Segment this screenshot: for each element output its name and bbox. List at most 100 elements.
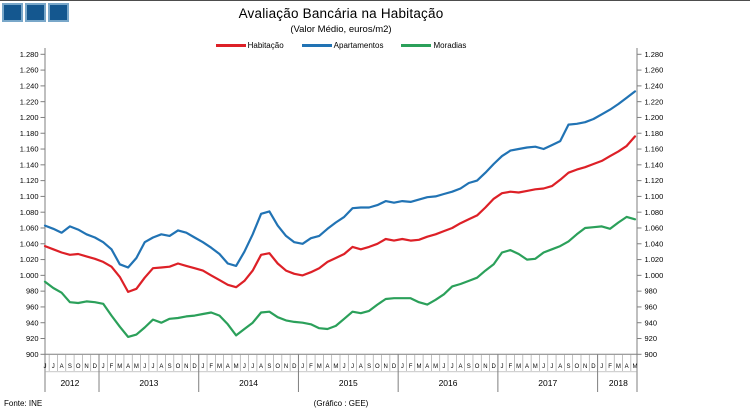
svg-text:1.180: 1.180 — [20, 129, 39, 138]
svg-text:J: J — [52, 364, 55, 370]
svg-text:1.260: 1.260 — [20, 66, 39, 75]
svg-text:J: J — [542, 364, 545, 370]
svg-text:920: 920 — [26, 334, 39, 343]
svg-text:J: J — [351, 364, 354, 370]
series-line-apartamentos — [43, 90, 637, 269]
svg-text:F: F — [409, 364, 413, 370]
svg-text:O: O — [574, 364, 579, 370]
logo-square — [48, 3, 69, 22]
svg-text:1.020: 1.020 — [645, 255, 664, 264]
svg-text:M: M — [117, 364, 122, 370]
svg-text:N: N — [583, 364, 587, 370]
svg-text:1.180: 1.180 — [645, 129, 664, 138]
svg-text:1.220: 1.220 — [645, 97, 664, 106]
svg-text:N: N — [483, 364, 487, 370]
svg-text:N: N — [84, 364, 88, 370]
series-line-habitacao — [43, 135, 637, 293]
svg-text:1.200: 1.200 — [645, 113, 664, 122]
svg-text:2016: 2016 — [439, 378, 458, 388]
svg-text:O: O — [176, 364, 181, 370]
svg-text:S: S — [467, 364, 471, 370]
svg-text:A: A — [625, 364, 629, 370]
svg-text:J: J — [44, 364, 47, 370]
svg-text:2015: 2015 — [339, 378, 358, 388]
svg-text:2018: 2018 — [609, 378, 628, 388]
svg-text:960: 960 — [645, 303, 658, 312]
svg-text:1.080: 1.080 — [20, 208, 39, 217]
svg-text:2013: 2013 — [139, 378, 158, 388]
svg-text:1.040: 1.040 — [645, 239, 664, 248]
svg-text:A: A — [259, 364, 263, 370]
svg-text:1.120: 1.120 — [645, 176, 664, 185]
y-axis-left: 900 920 940 960 980 1.000 1.020 1.040 1.060 1.080… — [20, 50, 45, 359]
svg-text:M: M — [616, 364, 621, 370]
svg-text:A: A — [359, 364, 363, 370]
svg-text:F: F — [509, 364, 513, 370]
svg-text:1.220: 1.220 — [20, 97, 39, 106]
svg-text:A: A — [126, 364, 130, 370]
legend-label: Apartamentos — [333, 41, 384, 50]
svg-text:920: 920 — [645, 334, 658, 343]
svg-text:J: J — [143, 364, 146, 370]
svg-text:1.140: 1.140 — [645, 160, 664, 169]
legend-swatch-habitacao — [215, 44, 246, 47]
logo-square — [2, 3, 23, 22]
axes — [44, 48, 638, 392]
svg-text:1.140: 1.140 — [20, 160, 39, 169]
svg-text:A: A — [525, 364, 529, 370]
svg-text:S: S — [567, 364, 571, 370]
svg-text:F: F — [309, 364, 313, 370]
svg-text:S: S — [168, 364, 172, 370]
svg-text:M: M — [217, 364, 222, 370]
svg-text:960: 960 — [26, 303, 39, 312]
svg-text:N: N — [284, 364, 288, 370]
svg-text:1.000: 1.000 — [20, 271, 39, 280]
svg-text:J: J — [600, 364, 603, 370]
svg-text:2012: 2012 — [60, 378, 79, 388]
svg-text:J: J — [102, 364, 105, 370]
legend-label: Habitação — [247, 41, 284, 50]
legend-item-habitacao: Habitação — [215, 41, 284, 50]
footer-source: Fonte: INE — [4, 399, 43, 408]
svg-text:J: J — [301, 364, 304, 370]
svg-text:J: J — [152, 364, 155, 370]
svg-text:A: A — [326, 364, 330, 370]
legend-label: Moradias — [433, 41, 467, 50]
logo-square — [25, 3, 46, 22]
svg-text:M: M — [433, 364, 438, 370]
chart-subtitle: (Valor Médio, euros/m2) — [290, 24, 392, 35]
svg-text:M: M — [333, 364, 338, 370]
svg-text:J: J — [243, 364, 246, 370]
svg-text:1.080: 1.080 — [645, 208, 664, 217]
svg-text:A: A — [458, 364, 462, 370]
svg-text:J: J — [550, 364, 553, 370]
svg-text:A: A — [226, 364, 230, 370]
svg-text:1.240: 1.240 — [645, 81, 664, 90]
svg-text:980: 980 — [26, 287, 39, 296]
svg-text:J: J — [343, 364, 346, 370]
legend-swatch-moradias — [401, 44, 432, 47]
footer-credit: (Gráfico : GEE) — [313, 399, 369, 408]
chart-title: Avaliação Bancária na Habitação — [238, 6, 444, 21]
svg-text:S: S — [367, 364, 371, 370]
svg-text:J: J — [501, 364, 504, 370]
svg-text:A: A — [159, 364, 163, 370]
svg-text:D: D — [93, 364, 98, 370]
legend-item-apartamentos: Apartamentos — [301, 41, 384, 50]
x-axis-years: 2012 2013 2014 2015 2016 2017 2018 — [60, 354, 628, 392]
svg-text:A: A — [558, 364, 562, 370]
svg-text:A: A — [425, 364, 429, 370]
legend: Habitação Apartamentos Moradias — [0, 41, 682, 50]
svg-text:F: F — [608, 364, 612, 370]
svg-text:S: S — [267, 364, 271, 370]
svg-text:1.280: 1.280 — [20, 50, 39, 59]
legend-item-moradias: Moradias — [401, 41, 466, 50]
svg-text:1.020: 1.020 — [20, 255, 39, 264]
series-line-moradias — [43, 215, 637, 338]
svg-text:940: 940 — [645, 318, 658, 327]
svg-text:D: D — [192, 364, 197, 370]
svg-text:O: O — [475, 364, 480, 370]
